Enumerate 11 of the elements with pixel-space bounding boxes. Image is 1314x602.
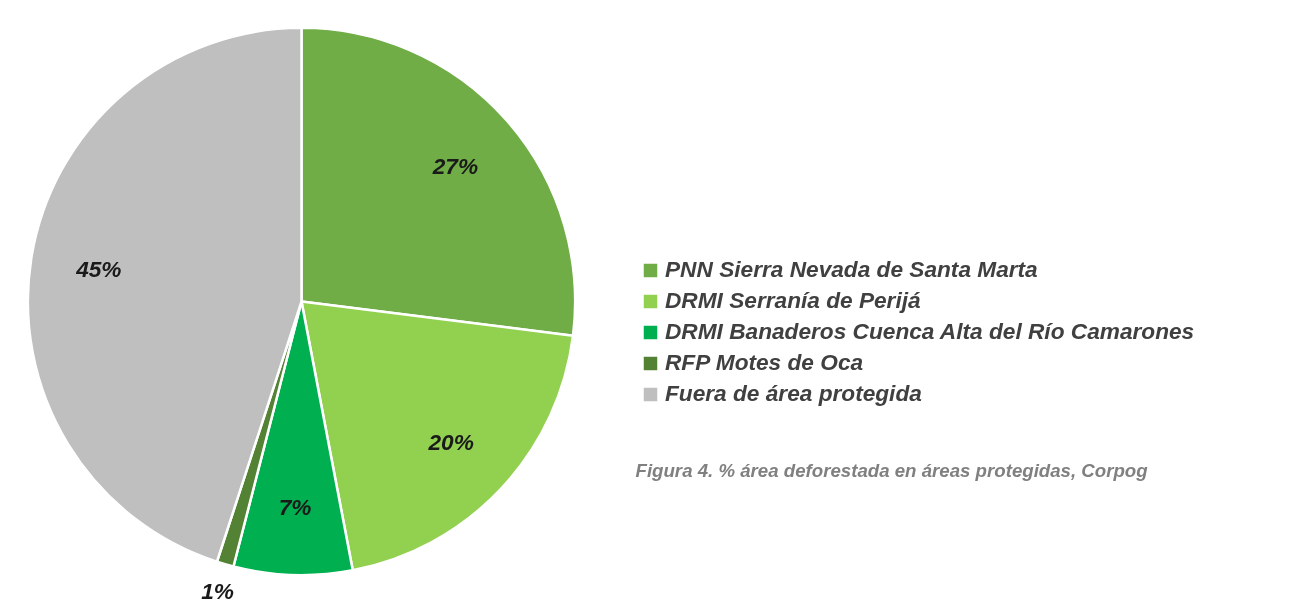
data-label: 1%	[201, 577, 234, 602]
data-label: 7%	[278, 493, 312, 520]
legend-label: DRMI Banaderos Cuenca Alta del Río Camarones	[665, 318, 1195, 345]
legend-label: DRMI Serranía de Perijá	[665, 287, 921, 314]
legend-label: RFP Motes de Oca	[665, 349, 864, 376]
data-label: 45%	[75, 256, 122, 283]
legend-label: PNN Sierra Nevada de Santa Marta	[665, 256, 1038, 283]
data-label: 20%	[427, 428, 474, 455]
text: Figura 4. % área deforestada en áreas protegidas, Corpog	[635, 460, 1149, 481]
legend-label: Fuera de área protegida	[665, 380, 922, 407]
data-label: 27%	[431, 152, 479, 179]
